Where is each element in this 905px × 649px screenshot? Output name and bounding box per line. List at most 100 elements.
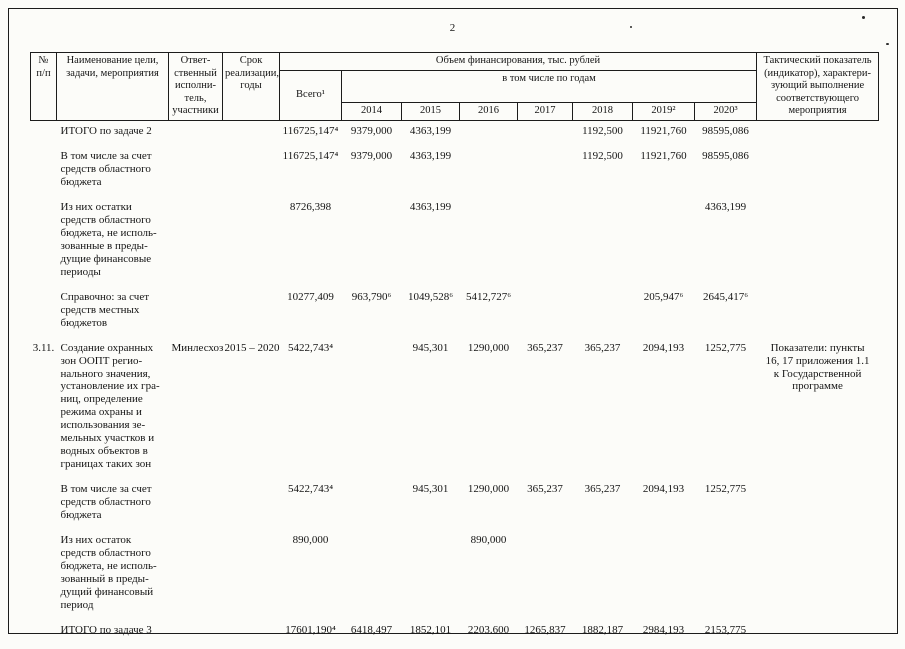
cell-name: ИТОГО по задаче 3	[60, 623, 152, 636]
cell-2019: 11921,760	[640, 124, 687, 137]
col-header-term: Срок реализации, годы	[222, 52, 280, 121]
financing-table-wrap: № п/п Наименование цели, задачи, меропри…	[30, 52, 880, 649]
col-header-2018: 2018	[572, 102, 633, 121]
col-header-name: Наименование цели, задачи, мероприятия	[56, 52, 169, 121]
cell-2014: 9379,000	[350, 149, 393, 162]
cell-total: 5422,743⁴	[287, 341, 334, 354]
cell-2016	[460, 201, 518, 291]
cell-term	[223, 201, 280, 291]
cell-2016: 1290,000	[467, 341, 510, 354]
table-row: ИТОГО по задаче 2 116725,147⁴ 9379,000 4…	[31, 120, 879, 149]
cell-executor: Минлесхоз	[171, 341, 224, 354]
col-header-indicator: Тактический показатель (индикатор), хара…	[756, 52, 880, 121]
cell-executor	[169, 534, 223, 624]
cell-2020: 1252,775	[704, 483, 747, 496]
cell-term	[223, 483, 280, 534]
scan-speck	[630, 26, 632, 28]
cell-num	[31, 483, 57, 534]
cell-2020: 98595,086	[702, 149, 749, 162]
cell-2014	[342, 342, 402, 484]
cell-2017: 365,237	[527, 341, 563, 354]
col-header-2014: 2014	[341, 102, 402, 121]
col-header-num: № п/п	[30, 52, 57, 121]
scan-speck	[862, 16, 865, 19]
cell-2016: 1290,000	[467, 483, 510, 496]
cell-2019: 2984,193	[642, 623, 685, 636]
cell-2019: 11921,760	[640, 149, 687, 162]
cell-2014: 9379,000	[350, 124, 393, 137]
cell-term: 2015 – 2020	[224, 341, 280, 354]
cell-2018: 1882,187	[581, 623, 624, 636]
cell-num	[31, 624, 57, 649]
cell-num	[31, 291, 57, 342]
cell-2019: 205,947⁶	[643, 290, 684, 303]
cell-2016: 890,000	[470, 534, 507, 547]
col-header-total: Всего¹	[279, 69, 342, 121]
cell-name: Создание охранных зон ООПТ регио- нально…	[60, 341, 160, 471]
cell-indicator	[757, 483, 879, 534]
cell-executor	[169, 291, 223, 342]
cell-name: Из них остаток средств областного бюджет…	[60, 534, 157, 611]
cell-name: В том числе за счет средств областного б…	[60, 483, 152, 522]
cell-num	[31, 150, 57, 201]
col-header-2019: 2019²	[632, 102, 695, 121]
cell-2017: 365,237	[527, 483, 563, 496]
cell-2018	[573, 291, 633, 342]
cell-2014: 963,790⁶	[351, 290, 392, 303]
cell-2014	[342, 483, 402, 534]
cell-term	[223, 624, 280, 649]
table-header: № п/п Наименование цели, задачи, меропри…	[30, 52, 880, 121]
cell-2016	[460, 150, 518, 201]
cell-2019	[633, 201, 695, 291]
cell-executor	[169, 120, 223, 149]
table-row: В том числе за счет средств областного б…	[31, 150, 879, 201]
cell-total: 890,000	[292, 534, 329, 547]
cell-2015: 1049,528⁶	[407, 290, 454, 303]
cell-total: 116725,147⁴	[282, 124, 339, 137]
cell-2015: 4363,199	[409, 200, 452, 213]
cell-2017: 1265,837	[524, 623, 566, 636]
cell-2016: 5412,727⁶	[465, 290, 512, 303]
cell-2018	[573, 534, 633, 624]
cell-executor	[169, 201, 223, 291]
cell-term	[223, 120, 280, 149]
cell-2018: 365,237	[584, 483, 621, 496]
cell-name: Справочно: за счет средств местных бюдже…	[60, 290, 150, 329]
cell-term	[223, 291, 280, 342]
cell-2020: 1252,775	[704, 341, 747, 354]
cell-2018: 1192,500	[582, 149, 623, 162]
cell-2018: 1192,500	[582, 124, 623, 137]
cell-executor	[169, 483, 223, 534]
table-body: ИТОГО по задаче 2 116725,147⁴ 9379,000 4…	[31, 120, 879, 648]
table-row: В том числе за счет средств областного б…	[31, 483, 879, 534]
cell-total: 116725,147⁴	[282, 149, 339, 162]
cell-indicator	[757, 120, 879, 149]
cell-2017	[518, 150, 573, 201]
cell-2018: 365,237	[584, 341, 621, 354]
cell-num	[31, 120, 57, 149]
cell-2015: 4363,199	[409, 124, 452, 137]
cell-name: В том числе за счет средств областного б…	[60, 149, 152, 188]
cell-2014: 6418,497	[350, 623, 393, 636]
cell-num	[31, 534, 57, 624]
table-row: 3.11. Создание охранных зон ООПТ регио- …	[31, 342, 879, 484]
cell-indicator	[757, 201, 879, 291]
col-header-2017: 2017	[517, 102, 573, 121]
col-header-financing: Объем финансирования, тыс. рублей	[278, 52, 758, 71]
cell-indicator	[757, 624, 879, 649]
cell-2015: 945,301	[412, 483, 449, 496]
cell-2017	[518, 120, 573, 149]
cell-indicator	[757, 150, 879, 201]
cell-executor	[169, 624, 223, 649]
col-header-2016: 2016	[459, 102, 518, 121]
cell-name: Из них остатки средств областного бюджет…	[60, 200, 157, 278]
col-header-2020: 2020³	[693, 102, 758, 121]
cell-indicator	[757, 534, 879, 624]
cell-indicator: Показатели: пункты 16, 17 приложения 1.1…	[765, 341, 870, 393]
cell-2015: 1852,101	[409, 623, 452, 636]
cell-2016: 2203.600	[467, 623, 510, 636]
cell-2019	[633, 534, 695, 624]
cell-2020: 2153,775	[704, 623, 747, 636]
cell-num: 3.11.	[32, 341, 55, 354]
cell-2020: 2645,417⁶	[702, 290, 749, 303]
